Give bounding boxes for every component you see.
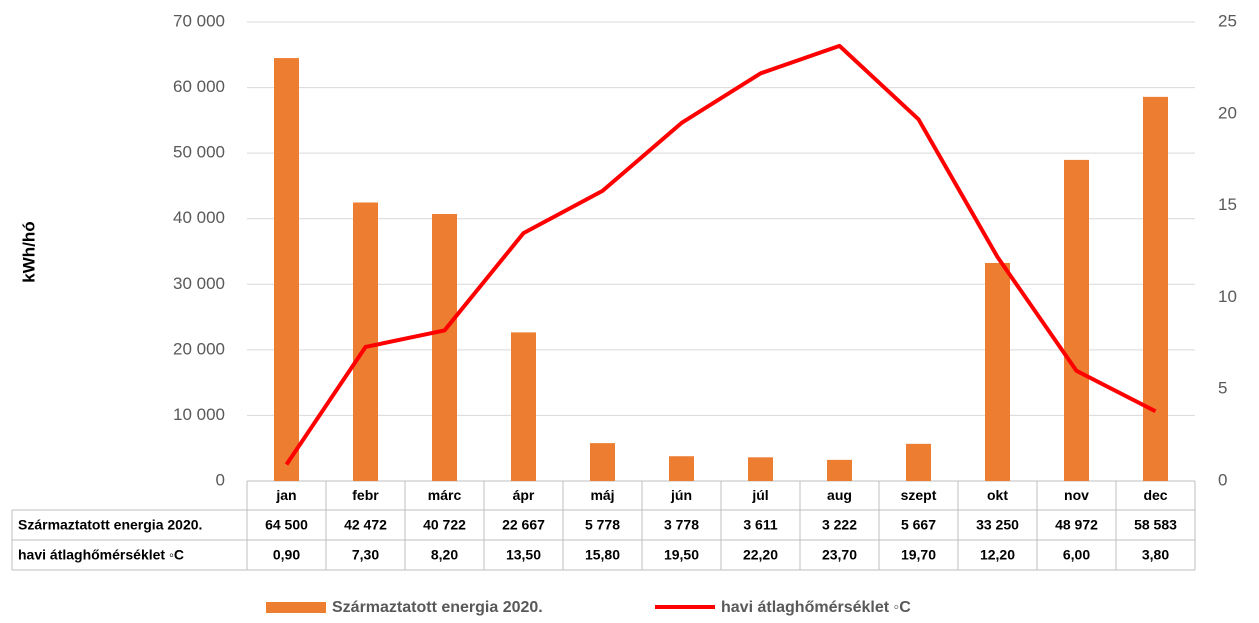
y-tick-label: 0 [216, 470, 225, 489]
y2-tick-label: 5 [1218, 379, 1227, 398]
table-row-label: Származtatott energia 2020. [18, 517, 202, 533]
table-cell: 19,70 [901, 547, 936, 563]
y-tick-label: 10 000 [173, 405, 225, 424]
table-cell: 3 222 [822, 517, 857, 533]
table-cell: 40 722 [423, 517, 466, 533]
table-cell: 0,90 [273, 547, 300, 563]
bar [906, 443, 931, 481]
y-tick-label: 20 000 [173, 339, 225, 358]
table-cell: 23,70 [822, 547, 857, 563]
bar [827, 459, 852, 481]
table-cell: 19,50 [664, 547, 699, 563]
y2-tick-label: 25 [1218, 11, 1237, 30]
x-tick-label: nov [1064, 487, 1089, 503]
y-tick-label: 50 000 [173, 143, 225, 162]
y-tick-label: 60 000 [173, 77, 225, 96]
bar [274, 58, 299, 482]
bar [590, 443, 615, 481]
x-tick-label: júl [751, 487, 768, 503]
y2-tick-label: 10 [1218, 287, 1237, 306]
legend-label: havi átlaghőmérséklet ◦C [721, 599, 911, 616]
x-tick-label: dec [1143, 487, 1167, 503]
x-tick-label: márc [428, 487, 462, 503]
y-tick-label: 70 000 [173, 11, 225, 30]
table-cell: 7,30 [352, 547, 379, 563]
table-cell: 3 611 [743, 517, 777, 533]
table-cell: 13,50 [506, 547, 541, 563]
bar [1143, 96, 1168, 481]
x-tick-label: ápr [513, 487, 535, 503]
table-cell: 48 972 [1055, 517, 1098, 533]
table-cell: 5 778 [585, 517, 620, 533]
y-tick-label: 40 000 [173, 208, 225, 227]
x-tick-label: aug [827, 487, 852, 503]
x-tick-label: jún [670, 487, 692, 503]
bar [748, 457, 773, 481]
table-cell: 15,80 [585, 547, 620, 563]
y-tick-label: 30 000 [173, 274, 225, 293]
table-row-label: havi átlaghőmérséklet ◦C [18, 547, 184, 563]
bar [432, 213, 457, 481]
line [284, 43, 1157, 466]
table-cell: 42 472 [344, 517, 387, 533]
table-cell: 3,80 [1142, 547, 1169, 563]
x-tick-label: okt [987, 487, 1008, 503]
y2-tick-label: 20 [1218, 103, 1237, 122]
bar [353, 202, 378, 481]
table-cell: 22,20 [743, 547, 778, 563]
bar [1064, 159, 1089, 481]
x-tick-label: szept [901, 487, 937, 503]
legend-swatch [266, 602, 326, 613]
bar [985, 262, 1010, 481]
y2-tick-label: 15 [1218, 195, 1237, 214]
bar [511, 332, 536, 481]
table-cell: 64 500 [265, 517, 308, 533]
table-cell: 12,20 [980, 547, 1015, 563]
x-tick-label: jan [275, 487, 296, 503]
table-cell: 33 250 [976, 517, 1019, 533]
y-axis-label: kWh/hó [19, 221, 38, 282]
table-cell: 22 667 [502, 517, 545, 533]
x-tick-label: febr [352, 487, 379, 503]
table-cell: 8,20 [431, 547, 458, 563]
table-cell: 58 583 [1134, 517, 1177, 533]
table-cell: 5 667 [901, 517, 936, 533]
bar [669, 456, 694, 481]
x-tick-label: máj [590, 487, 614, 503]
legend-label: Származtatott energia 2020. [332, 599, 543, 616]
table-cell: 6,00 [1063, 547, 1090, 563]
y2-tick-label: 0 [1218, 470, 1227, 489]
table-cell: 3 778 [664, 517, 699, 533]
